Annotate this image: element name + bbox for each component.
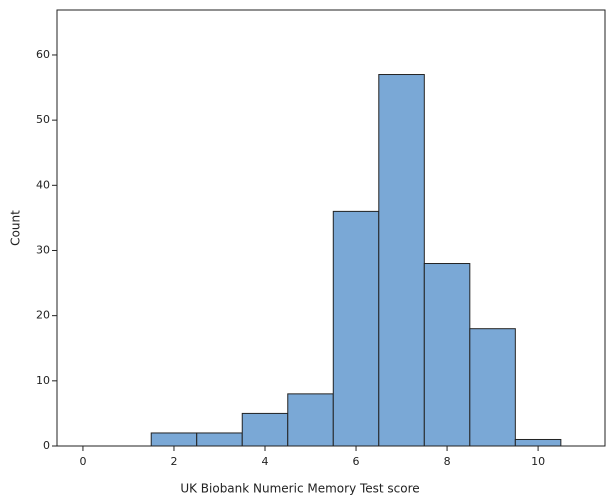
bar	[196, 432, 243, 447]
bar	[469, 328, 516, 447]
bar	[378, 74, 425, 447]
bar	[287, 393, 334, 447]
bar	[241, 412, 289, 447]
y-tick-label: 40	[36, 178, 50, 191]
x-axis-label: UK Biobank Numeric Memory Test score	[180, 482, 419, 496]
x-tick-label: 8	[444, 455, 451, 468]
x-tick-label: 6	[353, 455, 360, 468]
bar	[332, 210, 380, 447]
y-tick-label: 60	[36, 48, 50, 61]
y-tick-label: 30	[36, 243, 50, 256]
x-tick-label: 2	[170, 455, 177, 468]
x-tick-label: 0	[79, 455, 86, 468]
y-tick-label: 0	[43, 439, 50, 452]
bar	[423, 263, 471, 447]
y-tick-label: 50	[36, 113, 50, 126]
y-tick-label: 20	[36, 309, 50, 322]
x-tick-label: 4	[262, 455, 269, 468]
y-tick-label: 10	[36, 374, 50, 387]
plot-frame	[56, 9, 606, 447]
x-tick-label: 10	[531, 455, 545, 468]
bar	[150, 432, 198, 447]
y-axis-label: Count	[9, 210, 23, 246]
bar	[514, 438, 562, 447]
